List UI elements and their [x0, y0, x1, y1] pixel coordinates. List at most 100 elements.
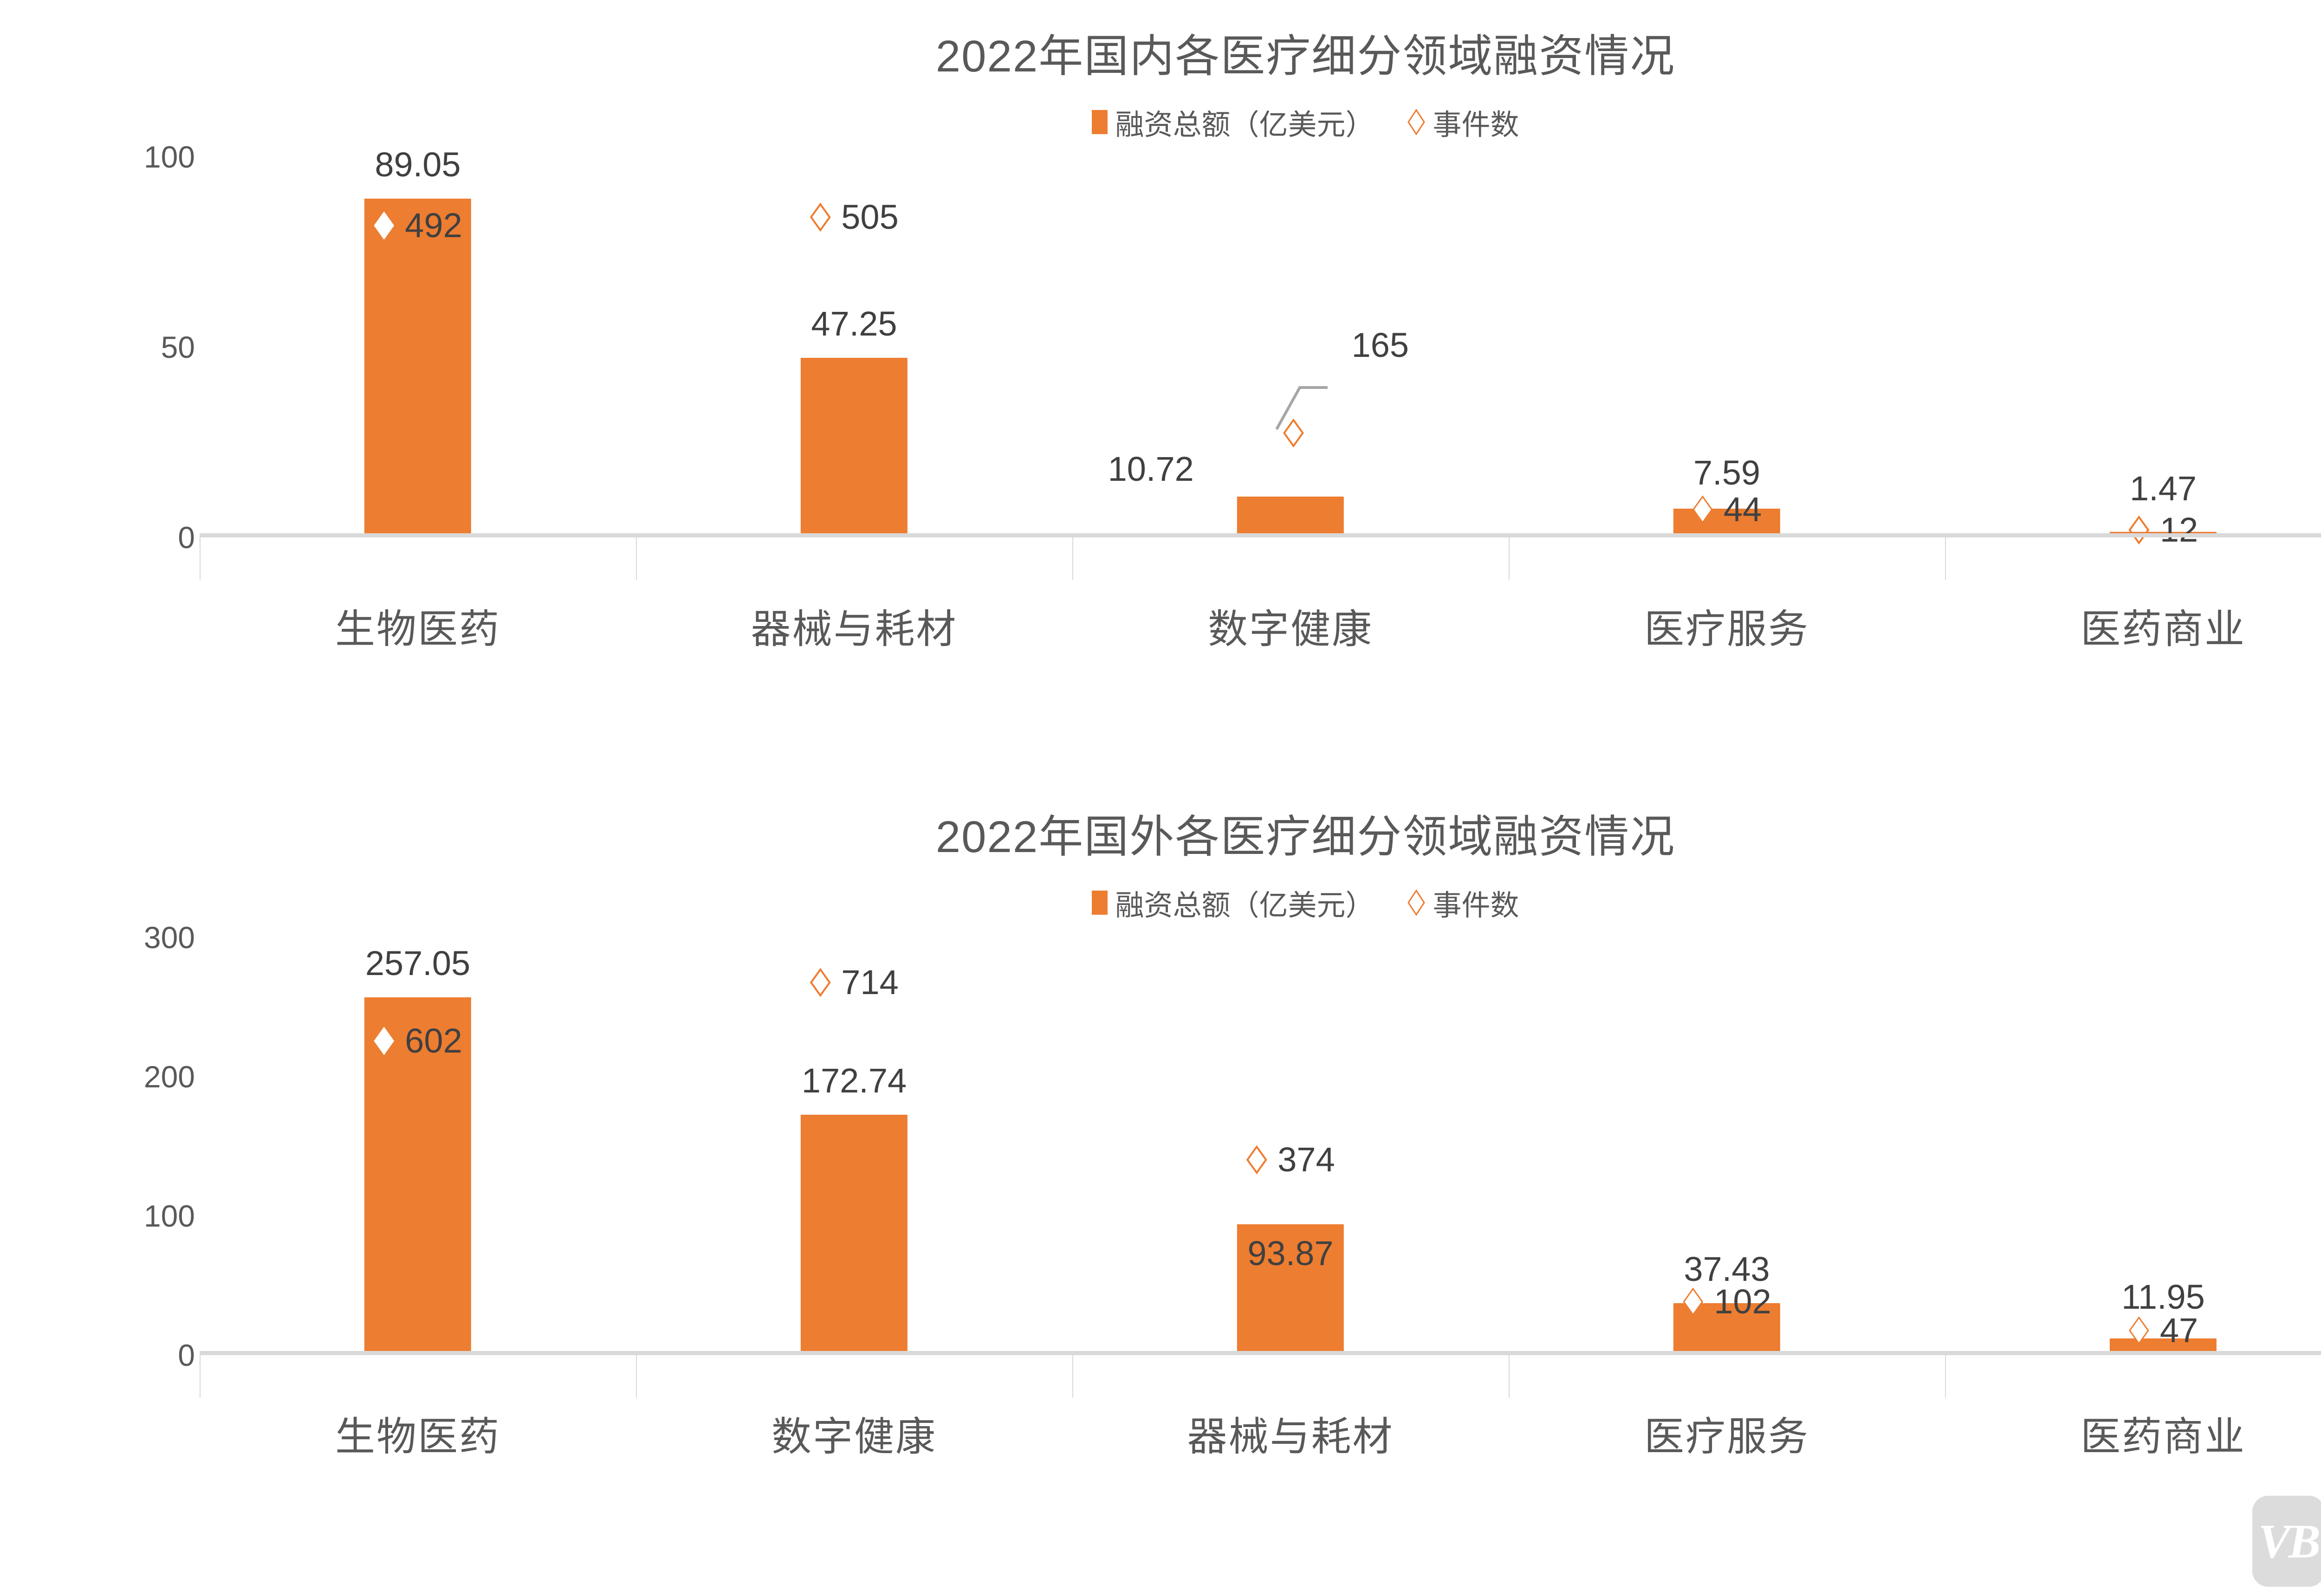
bar-slot: 7.59 44 [1509, 157, 1945, 537]
category-divider [200, 1355, 201, 1398]
event-count-label: 374 [1277, 1140, 1335, 1179]
bar-slot: 1.47 12 [1945, 157, 2321, 547]
y-axis-left-chart-1: 100 50 0 [74, 142, 195, 553]
event-count-label: 12 [2159, 510, 2198, 549]
legend-item-event-count: 事件数 [1407, 101, 1519, 143]
category-label: 器械与耗材 [1187, 1415, 1394, 1459]
category-divider [1509, 1355, 1510, 1398]
y-tick-left: 100 [143, 1198, 195, 1233]
y-axis-left-chart-2: 300 200 100 0 [74, 922, 195, 1370]
event-marker-group: 102 [1682, 1285, 1771, 1319]
watermark-logo: VB 动脉网 [2252, 1496, 2321, 1587]
legend-square-icon [1092, 891, 1108, 915]
chart-domestic: 2022年国内各医疗细分领域融资情况 融资总额（亿美元） 事件数 100 50 … [0, 0, 2321, 789]
plot-chart-2: 257.05 602 172.74 714 [200, 937, 2321, 1398]
legend-item-funding-total: 融资总额（亿美元） [1092, 882, 1374, 924]
page-title-secondary: 2022年国外各医疗细分领域融资情况 [935, 812, 1676, 862]
legend-chart-2: 融资总额（亿美元） 事件数 [0, 882, 2321, 924]
category-label: 医药商业 [2081, 607, 2246, 652]
x-axis-baseline [200, 1351, 2321, 1355]
y-tick-left: 0 [178, 1338, 195, 1372]
bar-group-chart-1: 89.05 492 47.25 505 [200, 147, 2321, 547]
bar[interactable] [364, 997, 472, 1355]
category-divider [1945, 1355, 1946, 1398]
bar-group-chart-2: 257.05 602 172.74 714 [200, 937, 2321, 1355]
event-count-label: 165 [1351, 325, 1409, 364]
category-label: 数字健康 [1208, 607, 1373, 652]
bar[interactable] [800, 357, 908, 537]
diamond-icon [810, 968, 831, 997]
legend-square-icon [1092, 110, 1108, 134]
event-count-label: 505 [841, 197, 899, 236]
category-label: 医药商业 [2081, 1415, 2246, 1459]
bar-slot: 47.25 505 [636, 157, 1072, 537]
event-count-label: 44 [1723, 490, 1762, 529]
bar-value-label: 257.05 [365, 943, 471, 982]
category-label: 数字健康 [772, 1415, 937, 1459]
legend-diamond-icon [1407, 890, 1426, 916]
x-axis-categories-chart-2: 生物医药 数字健康 器械与耗材 医疗服务 医药商业 [200, 1404, 2321, 1462]
bar-slot: 11.95 47 [1945, 937, 2321, 1355]
bar-value-label: 172.74 [801, 1061, 907, 1100]
legend-label-event-count: 事件数 [1433, 109, 1519, 141]
bar-value-label: 89.05 [375, 145, 461, 184]
legend-chart-1: 融资总额（亿美元） 事件数 [0, 101, 2321, 143]
category-divider [636, 537, 637, 580]
bar-value-label: 37.43 [1684, 1249, 1770, 1288]
x-axis-categories-chart-1: 生物医药 器械与耗材 数字健康 医疗服务 医药商业 [200, 596, 2321, 654]
y-tick-left: 300 [143, 920, 195, 955]
bar[interactable] [1673, 508, 1781, 537]
page-title: 2022年国内各医疗细分领域融资情况 [935, 32, 1676, 81]
event-marker-group: 44 [1692, 492, 1762, 527]
bar[interactable] [800, 1114, 908, 1355]
event-marker-group: 12 [2128, 510, 2198, 549]
bar[interactable] [1237, 497, 1344, 537]
bar-value-label: 93.87 [1247, 1234, 1334, 1273]
event-marker-group: 47 [2128, 1313, 2198, 1348]
diamond-icon [374, 211, 395, 240]
legend-label-funding-total: 融资总额（亿美元） [1115, 890, 1374, 922]
bar[interactable] [1237, 1224, 1344, 1355]
vb-badge-icon: VB [2252, 1496, 2321, 1587]
bar-value-label: 7.59 [1693, 453, 1761, 492]
bar-slot: 93.87 374 [1072, 937, 1509, 1355]
bar-value-label: 10.72 [1108, 450, 1194, 489]
diamond-icon [374, 1027, 395, 1055]
plot-area-chart-1: 100 50 0 600 400 200 0 89.05 492 [0, 142, 2321, 580]
x-axis-baseline [200, 533, 2321, 537]
y-tick-left: 50 [161, 330, 195, 364]
event-count-label: 492 [405, 206, 462, 245]
plot-area-chart-2: 300 200 100 0 800 600 400 200 0 257.05 6… [0, 922, 2321, 1398]
diamond-icon [1246, 1145, 1267, 1175]
legend-label-event-count: 事件数 [1433, 890, 1519, 922]
category-divider [1072, 1355, 1073, 1398]
y-tick-left: 200 [143, 1059, 195, 1094]
plot-chart-1: 89.05 492 47.25 505 [200, 147, 2321, 580]
category-label: 生物医药 [335, 607, 500, 652]
diamond-icon [1283, 418, 1304, 447]
legend-diamond-icon [1407, 109, 1426, 135]
event-marker-group: 492 [373, 208, 462, 243]
legend-item-funding-total: 融资总额（亿美元） [1092, 101, 1374, 143]
y-tick-left: 100 [143, 140, 195, 174]
category-divider [636, 1355, 637, 1398]
bar-slot: 10.72 165 [1072, 157, 1509, 537]
legend-item-event-count: 事件数 [1407, 882, 1519, 924]
y-tick-left: 0 [178, 520, 195, 555]
event-marker-group: 714 [810, 965, 899, 1000]
legend-label-funding-total: 融资总额（亿美元） [1115, 109, 1374, 141]
bar-value-label: 47.25 [811, 304, 897, 343]
bar-value-label: 1.47 [2129, 469, 2197, 508]
category-divider [200, 537, 201, 580]
bar[interactable] [364, 198, 472, 537]
category-divider [1072, 537, 1073, 580]
event-marker-group: 374 [1246, 1143, 1335, 1177]
chart-overseas: 2022年国外各医疗细分领域融资情况 融资总额（亿美元） 事件数 300 200… [0, 789, 2321, 1596]
bar-slot: 257.05 602 [200, 937, 636, 1355]
bar-slot: 37.43 102 [1509, 937, 1945, 1355]
category-label: 医疗服务 [1644, 607, 1809, 652]
category-label: 医疗服务 [1644, 1415, 1809, 1459]
event-marker-group [1283, 418, 1304, 447]
diamond-icon [2129, 1316, 2149, 1345]
bar-slot: 172.74 714 [636, 937, 1072, 1355]
